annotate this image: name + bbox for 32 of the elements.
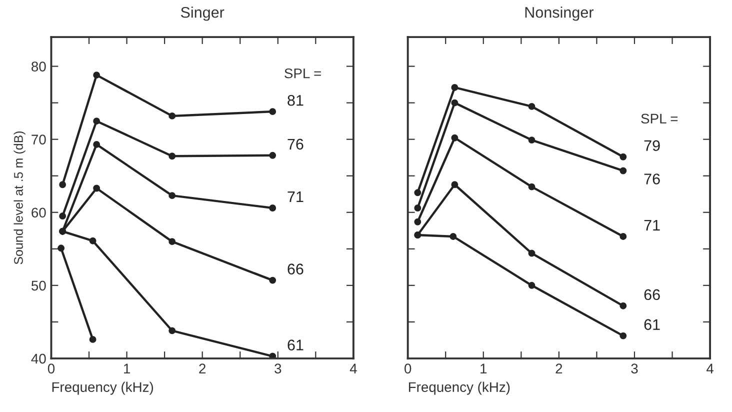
annotation: 61 [644,319,660,330]
y-tick-label: 70 [32,134,46,144]
x-tick-label: 4 [706,364,714,374]
annotation: SPL = [641,114,678,124]
annotation: 66 [644,289,660,300]
x-axis-title: Frequency (kHz) [408,382,510,395]
chart-title: Nonsinger [525,6,594,21]
annotation: SPL = [284,68,321,78]
x-tick-label: 1 [480,364,487,374]
y-tick-label: 50 [31,280,46,291]
annotation: 66 [288,264,304,274]
x-axis-title: Frequency (kHz) [52,382,154,395]
x-tick-label: 0 [404,364,412,374]
annotation: 79 [644,140,660,152]
annotation: 76 [288,138,304,150]
y-tick-label: 60 [32,208,46,218]
annotation: 71 [288,192,304,202]
x-tick-label: 4 [350,364,357,374]
annotation: 61 [288,340,304,350]
y-axis-title: Sound level at .5 m (dB) [14,131,26,264]
x-tick-label: 2 [199,364,206,374]
annotation: 71 [644,220,660,231]
x-tick-label: 3 [631,364,638,374]
x-tick-label: 1 [124,364,130,374]
x-tick-label: 0 [48,364,55,374]
annotation: 76 [644,174,660,184]
y-tick-label: 40 [31,354,46,364]
x-tick-label: 2 [556,364,562,374]
y-tick-label: 80 [32,62,46,72]
x-tick-label: 3 [274,364,282,374]
annotation: 81 [288,94,304,106]
chart-title: Singer [180,6,224,21]
